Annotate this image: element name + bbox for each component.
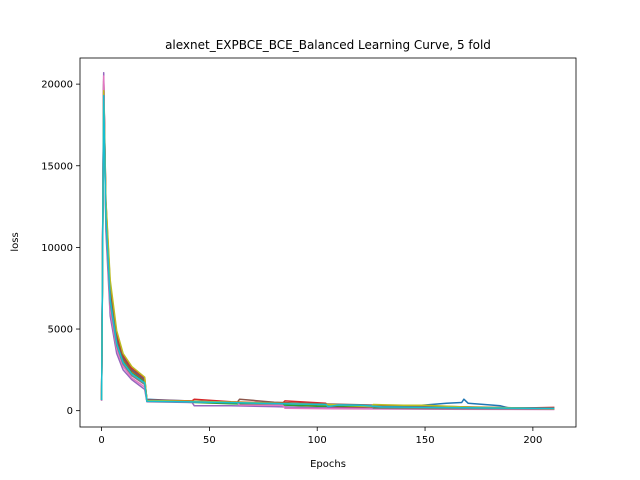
x-tick-label: 0 (98, 435, 104, 446)
series-line-7 (100, 75, 555, 411)
series-line-4 (100, 78, 555, 409)
x-axis-ticks: 0 50 100 150 200 (98, 427, 542, 446)
series-line-5 (100, 71, 555, 410)
series-line-1 (100, 83, 555, 410)
series-line-8 (100, 99, 555, 410)
y-tick-label: 15000 (41, 161, 73, 172)
series-line-9 (100, 89, 555, 410)
y-tick-label: 5000 (48, 325, 73, 336)
x-tick-label: 100 (308, 435, 327, 446)
chart-title: alexnet_EXPBCE_BCE_Balanced Learning Cur… (165, 38, 491, 52)
x-tick-label: 200 (523, 435, 542, 446)
y-axis-label: loss (10, 232, 21, 251)
x-tick-label: 150 (415, 435, 434, 446)
series-line-10 (100, 94, 555, 410)
y-tick-label: 20000 (41, 80, 73, 91)
series-line-2 (100, 86, 555, 410)
y-axis-ticks: 0 5000 10000 15000 20000 (41, 80, 80, 417)
y-tick-label: 10000 (41, 243, 73, 254)
x-axis-label: Epochs (310, 459, 346, 470)
plot-frame (79, 57, 577, 428)
x-tick-label: 50 (203, 435, 216, 446)
y-tick-label: 0 (67, 406, 73, 417)
plot-lines (100, 71, 555, 411)
series-line-6 (100, 80, 555, 409)
series-line-3 (100, 91, 555, 410)
